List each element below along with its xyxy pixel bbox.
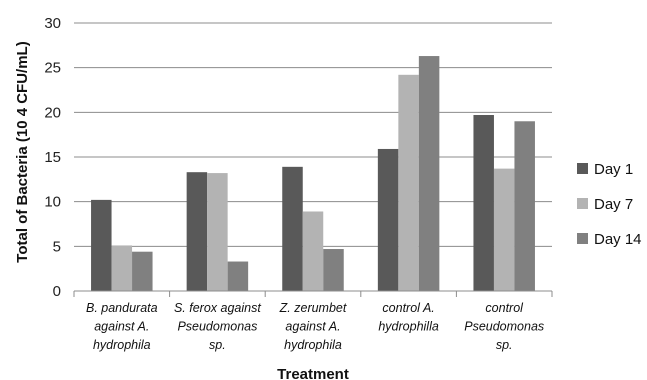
bar-day-7: [302, 211, 324, 291]
y-tick-label: 20: [44, 104, 61, 121]
y-tick-label: 5: [53, 238, 61, 255]
bar-day-7: [111, 245, 133, 291]
x-category-label: S. ferox against Pseudomonas sp.: [174, 301, 261, 352]
legend-label: Day 7: [594, 196, 633, 213]
x-category-label: control A. hydrophilla: [378, 301, 439, 334]
x-category-label: Z. zerumbet against A. hydrophila: [279, 301, 347, 352]
x-category-label-line: Z. zerumbet: [279, 301, 347, 315]
bars: [91, 56, 535, 292]
x-category-label-line: sp.: [496, 338, 513, 352]
y-axis-ticks: 0 5 10 15 20 25 30: [44, 15, 61, 300]
y-axis-title: Total of Bacteria (10 4 CFU/mL): [14, 41, 31, 262]
x-category-label-line: hydrophila: [93, 338, 151, 352]
legend: Day 1 Day 7 Day 14: [577, 161, 642, 248]
bar-day-1: [186, 172, 208, 291]
x-category-label-line: against A.: [94, 320, 149, 334]
bar-day-7: [398, 74, 419, 292]
bar-day-1: [91, 199, 112, 291]
legend-swatch: [577, 163, 588, 174]
x-category-label-line: S. ferox against: [174, 301, 261, 315]
legend-label: Day 14: [594, 231, 642, 248]
legend-label: Day 1: [594, 161, 633, 178]
x-category-label-line: against A.: [285, 320, 340, 334]
x-category-label-line: B. pandurata: [86, 301, 158, 315]
x-category-label-line: Pseudomonas: [177, 320, 257, 334]
x-category-label-line: control: [485, 301, 524, 315]
x-category-label-line: sp.: [209, 338, 226, 352]
legend-swatch: [577, 198, 588, 209]
y-tick-label: 25: [44, 60, 61, 77]
y-tick-label: 30: [44, 15, 61, 32]
gridlines: [73, 22, 553, 297]
bar-day-7: [207, 173, 228, 291]
x-axis-category-labels: B. pandurata against A. hydrophila S. ferox…: [86, 301, 544, 352]
bar-day-14: [227, 261, 249, 291]
bar-day-1: [282, 166, 303, 291]
x-category-label-line: hydrophila: [284, 338, 342, 352]
bar-day-14: [418, 56, 440, 292]
x-category-label: B. pandurata against A. hydrophila: [86, 301, 158, 352]
x-category-label-line: hydrophilla: [378, 320, 439, 334]
bar-day-14: [514, 121, 535, 292]
x-category-label-line: control A.: [382, 301, 434, 315]
legend-swatch: [577, 233, 588, 244]
y-tick-label: 0: [53, 283, 61, 300]
y-tick-label: 10: [44, 194, 61, 211]
bar-day-14: [132, 251, 153, 291]
bar-day-1: [377, 148, 399, 291]
x-category-label-line: Pseudomonas: [464, 320, 544, 334]
bar-day-1: [473, 115, 494, 291]
bar-day-14: [323, 249, 344, 291]
bar-day-7: [493, 168, 515, 291]
y-tick-label: 15: [44, 149, 61, 166]
x-axis-title: Treatment: [277, 366, 349, 380]
x-category-label: control Pseudomonas sp.: [464, 301, 544, 352]
